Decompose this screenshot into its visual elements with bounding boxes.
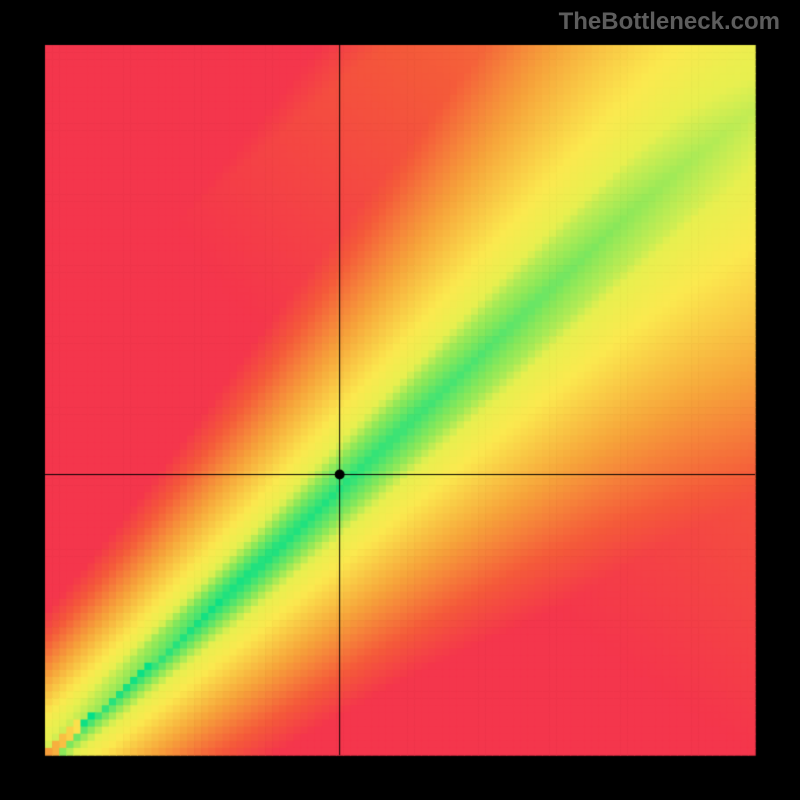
watermark-text: TheBottleneck.com (559, 8, 780, 36)
bottleneck-heatmap (0, 0, 800, 800)
chart-container: TheBottleneck.com (0, 0, 800, 800)
